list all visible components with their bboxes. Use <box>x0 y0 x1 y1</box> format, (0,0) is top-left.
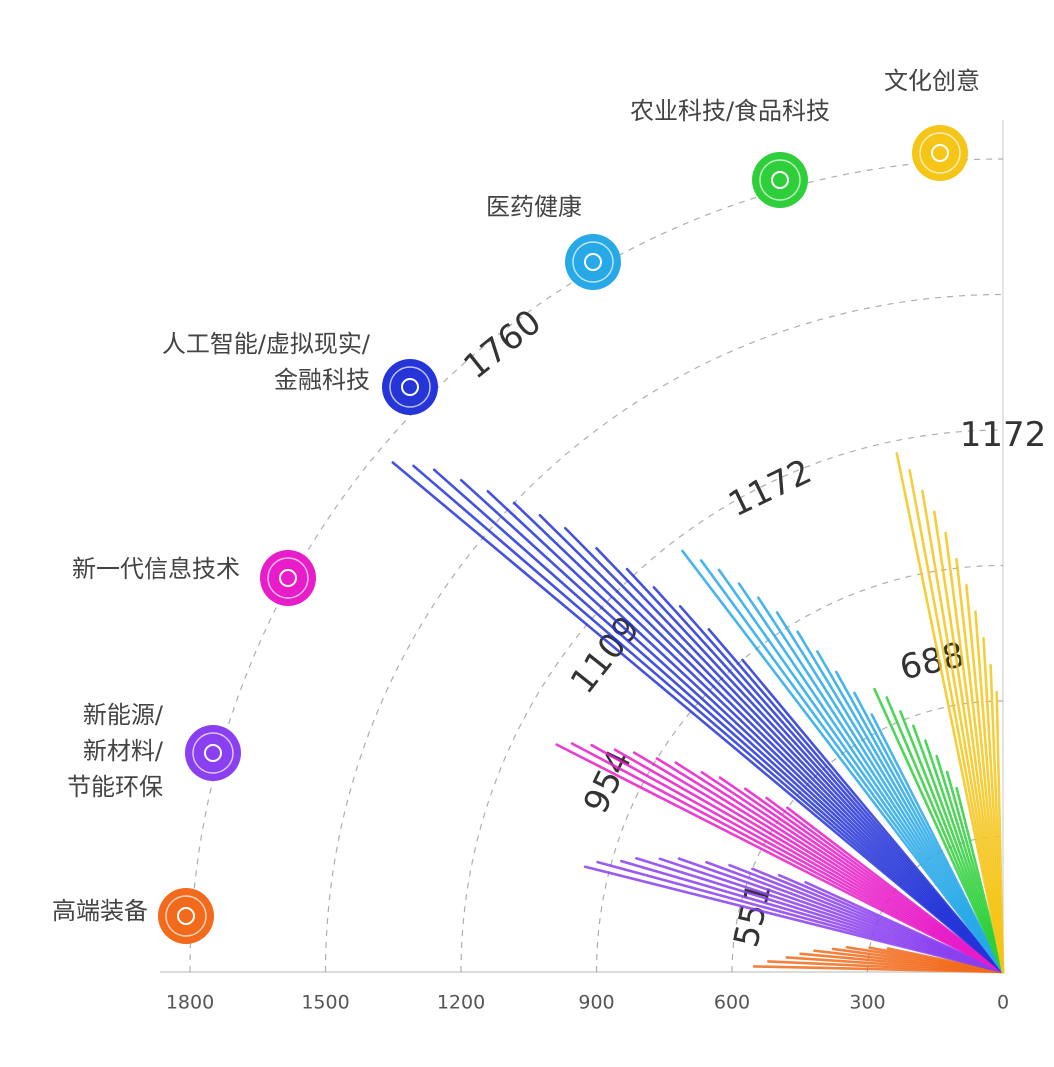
grid-arc <box>324 293 1004 973</box>
x-tick-label: 600 <box>714 992 750 1014</box>
ray <box>486 489 1005 974</box>
ray <box>933 510 1005 974</box>
category-icon-core <box>401 378 419 396</box>
peak-label: 1172 <box>960 415 1047 455</box>
ray <box>737 582 1005 974</box>
ray <box>432 468 1005 974</box>
ray <box>908 468 1005 974</box>
grid-arc <box>866 835 1004 973</box>
ray <box>955 786 1005 974</box>
x-tick-label: 900 <box>578 992 614 1014</box>
ray <box>757 596 1005 974</box>
x-tick-label: 300 <box>849 992 885 1014</box>
category-icon-ring <box>192 732 234 774</box>
grid-arc <box>731 700 1004 973</box>
category-icon-core <box>584 253 602 271</box>
category-label: 医药健康 <box>486 193 582 221</box>
sector <box>681 549 1005 974</box>
category-icon-ring <box>267 557 309 599</box>
ray <box>786 806 1005 974</box>
sector <box>555 742 1005 974</box>
category-label: 农业科技/食品科技 <box>630 97 830 125</box>
category-icon-ring <box>919 132 961 174</box>
category-icon-core <box>279 569 297 587</box>
ray <box>995 690 1005 974</box>
x-tick-label: 1800 <box>166 992 214 1014</box>
category-label: 人工智能/虚拟现实/ <box>162 330 371 358</box>
category-icon-core <box>771 171 789 189</box>
category-icon-ring <box>165 895 207 937</box>
ray <box>412 464 1005 974</box>
grid-arc <box>595 564 1004 973</box>
category-icon-core <box>931 144 949 162</box>
ray <box>741 658 1005 974</box>
sector <box>752 945 1005 974</box>
ray <box>717 568 1005 974</box>
ray <box>895 452 1005 974</box>
x-tick-label: 1500 <box>301 992 349 1014</box>
grid-arc <box>460 429 1004 973</box>
ray <box>538 513 1005 974</box>
category-label: 金融科技 <box>274 366 370 394</box>
category-icon-ring <box>572 241 614 283</box>
category-label: 新材料/ <box>83 737 164 765</box>
ray <box>555 743 1005 974</box>
ray <box>804 881 1005 974</box>
category-icon-core <box>204 744 222 762</box>
ray <box>699 559 1005 974</box>
sector <box>583 856 1005 974</box>
ray <box>595 546 1005 974</box>
ray <box>391 461 1005 974</box>
ray <box>681 549 1005 974</box>
ray <box>944 531 1005 974</box>
ray <box>512 501 1005 974</box>
category-label: 节能环保 <box>67 773 163 801</box>
sector <box>873 687 1005 974</box>
ray <box>570 742 1005 974</box>
category-label: 新能源/ <box>83 701 164 729</box>
category-icon-ring <box>389 366 431 408</box>
sector <box>895 452 1005 974</box>
x-tick-label: 1200 <box>437 992 485 1014</box>
ray <box>564 526 1005 974</box>
category-label: 高端装备 <box>52 897 148 925</box>
category-label: 文化创意 <box>884 67 980 95</box>
sector <box>391 461 1005 974</box>
category-icon-core <box>177 907 195 925</box>
ray <box>870 713 1005 974</box>
ray <box>459 478 1005 974</box>
category-icon-ring <box>759 159 801 201</box>
ray <box>873 687 1005 974</box>
ray <box>921 489 1005 974</box>
category-label: 新一代信息技术 <box>72 555 240 583</box>
x-tick-label: 0 <box>997 992 1009 1014</box>
